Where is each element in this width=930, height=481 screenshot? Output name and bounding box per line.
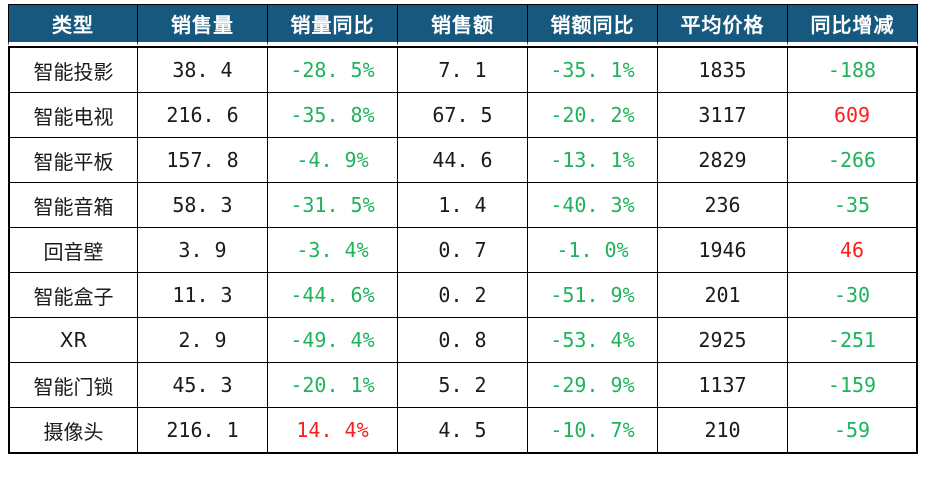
- cell-value: 4. 5: [398, 408, 528, 454]
- cell-value: 0. 7: [398, 228, 528, 273]
- cell-value: 14. 4%: [268, 408, 398, 454]
- table-row: XR 2. 9 -49. 4% 0. 8 -53. 4% 2925 -251: [8, 318, 918, 363]
- cell-value: 216. 6: [138, 93, 268, 138]
- cell-value: -31. 5%: [268, 183, 398, 228]
- cell-value: -30: [788, 273, 918, 318]
- cell-value: 45. 3: [138, 363, 268, 408]
- cell-type: 回音壁: [8, 228, 138, 273]
- sales-table: 类型 销售量 销量同比 销售额 销额同比 平均价格 同比增减 智能投影 38. 4 -28. 5…: [8, 4, 918, 454]
- cell-value: 3. 9: [138, 228, 268, 273]
- cell-value: 1. 4: [398, 183, 528, 228]
- cell-value: 216. 1: [138, 408, 268, 454]
- cell-value: -4. 9%: [268, 138, 398, 183]
- cell-type: 智能盒子: [8, 273, 138, 318]
- table-row: 回音壁 3. 9 -3. 4% 0. 7 -1. 0% 1946 46: [8, 228, 918, 273]
- cell-value: 1835: [658, 46, 788, 93]
- header-row: 类型 销售量 销量同比 销售额 销额同比 平均价格 同比增减: [8, 4, 918, 46]
- cell-value: -28. 5%: [268, 46, 398, 93]
- cell-value: 46: [788, 228, 918, 273]
- cell-value: 67. 5: [398, 93, 528, 138]
- cell-type: 智能投影: [8, 46, 138, 93]
- table-row: 智能投影 38. 4 -28. 5% 7. 1 -35. 1% 1835 -188: [8, 46, 918, 93]
- sales-table-container: 类型 销售量 销量同比 销售额 销额同比 平均价格 同比增减 智能投影 38. 4 -28. 5…: [8, 4, 918, 454]
- cell-value: 1137: [658, 363, 788, 408]
- cell-value: -53. 4%: [528, 318, 658, 363]
- cell-value: -59: [788, 408, 918, 454]
- cell-value: 201: [658, 273, 788, 318]
- table-body: 智能投影 38. 4 -28. 5% 7. 1 -35. 1% 1835 -188 智能电视 2…: [8, 46, 918, 454]
- cell-value: 58. 3: [138, 183, 268, 228]
- cell-value: -10. 7%: [528, 408, 658, 454]
- table-header: 类型 销售量 销量同比 销售额 销额同比 平均价格 同比增减: [8, 4, 918, 46]
- header-cell-4: 销额同比: [528, 4, 658, 46]
- cell-value: -251: [788, 318, 918, 363]
- cell-value: -51. 9%: [528, 273, 658, 318]
- cell-value: -20. 2%: [528, 93, 658, 138]
- cell-value: 3117: [658, 93, 788, 138]
- table-row: 摄像头 216. 1 14. 4% 4. 5 -10. 7% 210 -59: [8, 408, 918, 454]
- cell-value: -49. 4%: [268, 318, 398, 363]
- cell-value: -35. 8%: [268, 93, 398, 138]
- cell-type: 摄像头: [8, 408, 138, 454]
- cell-value: -35: [788, 183, 918, 228]
- cell-type: 智能门锁: [8, 363, 138, 408]
- cell-value: 1946: [658, 228, 788, 273]
- header-cell-0: 类型: [8, 4, 138, 46]
- header-cell-6: 同比增减: [788, 4, 918, 46]
- cell-type: 智能电视: [8, 93, 138, 138]
- header-cell-5: 平均价格: [658, 4, 788, 46]
- cell-value: -188: [788, 46, 918, 93]
- header-cell-3: 销售额: [398, 4, 528, 46]
- cell-value: 7. 1: [398, 46, 528, 93]
- table-row: 智能音箱 58. 3 -31. 5% 1. 4 -40. 3% 236 -35: [8, 183, 918, 228]
- cell-value: 0. 8: [398, 318, 528, 363]
- cell-type: 智能平板: [8, 138, 138, 183]
- cell-value: 157. 8: [138, 138, 268, 183]
- cell-value: -35. 1%: [528, 46, 658, 93]
- cell-value: -40. 3%: [528, 183, 658, 228]
- cell-value: -20. 1%: [268, 363, 398, 408]
- cell-type: 智能音箱: [8, 183, 138, 228]
- cell-value: 0. 2: [398, 273, 528, 318]
- cell-value: 11. 3: [138, 273, 268, 318]
- header-cell-1: 销售量: [138, 4, 268, 46]
- cell-value: 236: [658, 183, 788, 228]
- cell-value: 2925: [658, 318, 788, 363]
- cell-value: 609: [788, 93, 918, 138]
- table-row: 智能平板 157. 8 -4. 9% 44. 6 -13. 1% 2829 -266: [8, 138, 918, 183]
- cell-value: -1. 0%: [528, 228, 658, 273]
- cell-value: -29. 9%: [528, 363, 658, 408]
- cell-value: 2829: [658, 138, 788, 183]
- cell-type: XR: [8, 318, 138, 363]
- cell-value: -159: [788, 363, 918, 408]
- cell-value: 2. 9: [138, 318, 268, 363]
- cell-value: 210: [658, 408, 788, 454]
- table-row: 智能电视 216. 6 -35. 8% 67. 5 -20. 2% 3117 609: [8, 93, 918, 138]
- cell-value: 44. 6: [398, 138, 528, 183]
- cell-value: -266: [788, 138, 918, 183]
- cell-value: -44. 6%: [268, 273, 398, 318]
- cell-value: 5. 2: [398, 363, 528, 408]
- table-row: 智能盒子 11. 3 -44. 6% 0. 2 -51. 9% 201 -30: [8, 273, 918, 318]
- header-cell-2: 销量同比: [268, 4, 398, 46]
- table-row: 智能门锁 45. 3 -20. 1% 5. 2 -29. 9% 1137 -159: [8, 363, 918, 408]
- cell-value: 38. 4: [138, 46, 268, 93]
- cell-value: -13. 1%: [528, 138, 658, 183]
- cell-value: -3. 4%: [268, 228, 398, 273]
